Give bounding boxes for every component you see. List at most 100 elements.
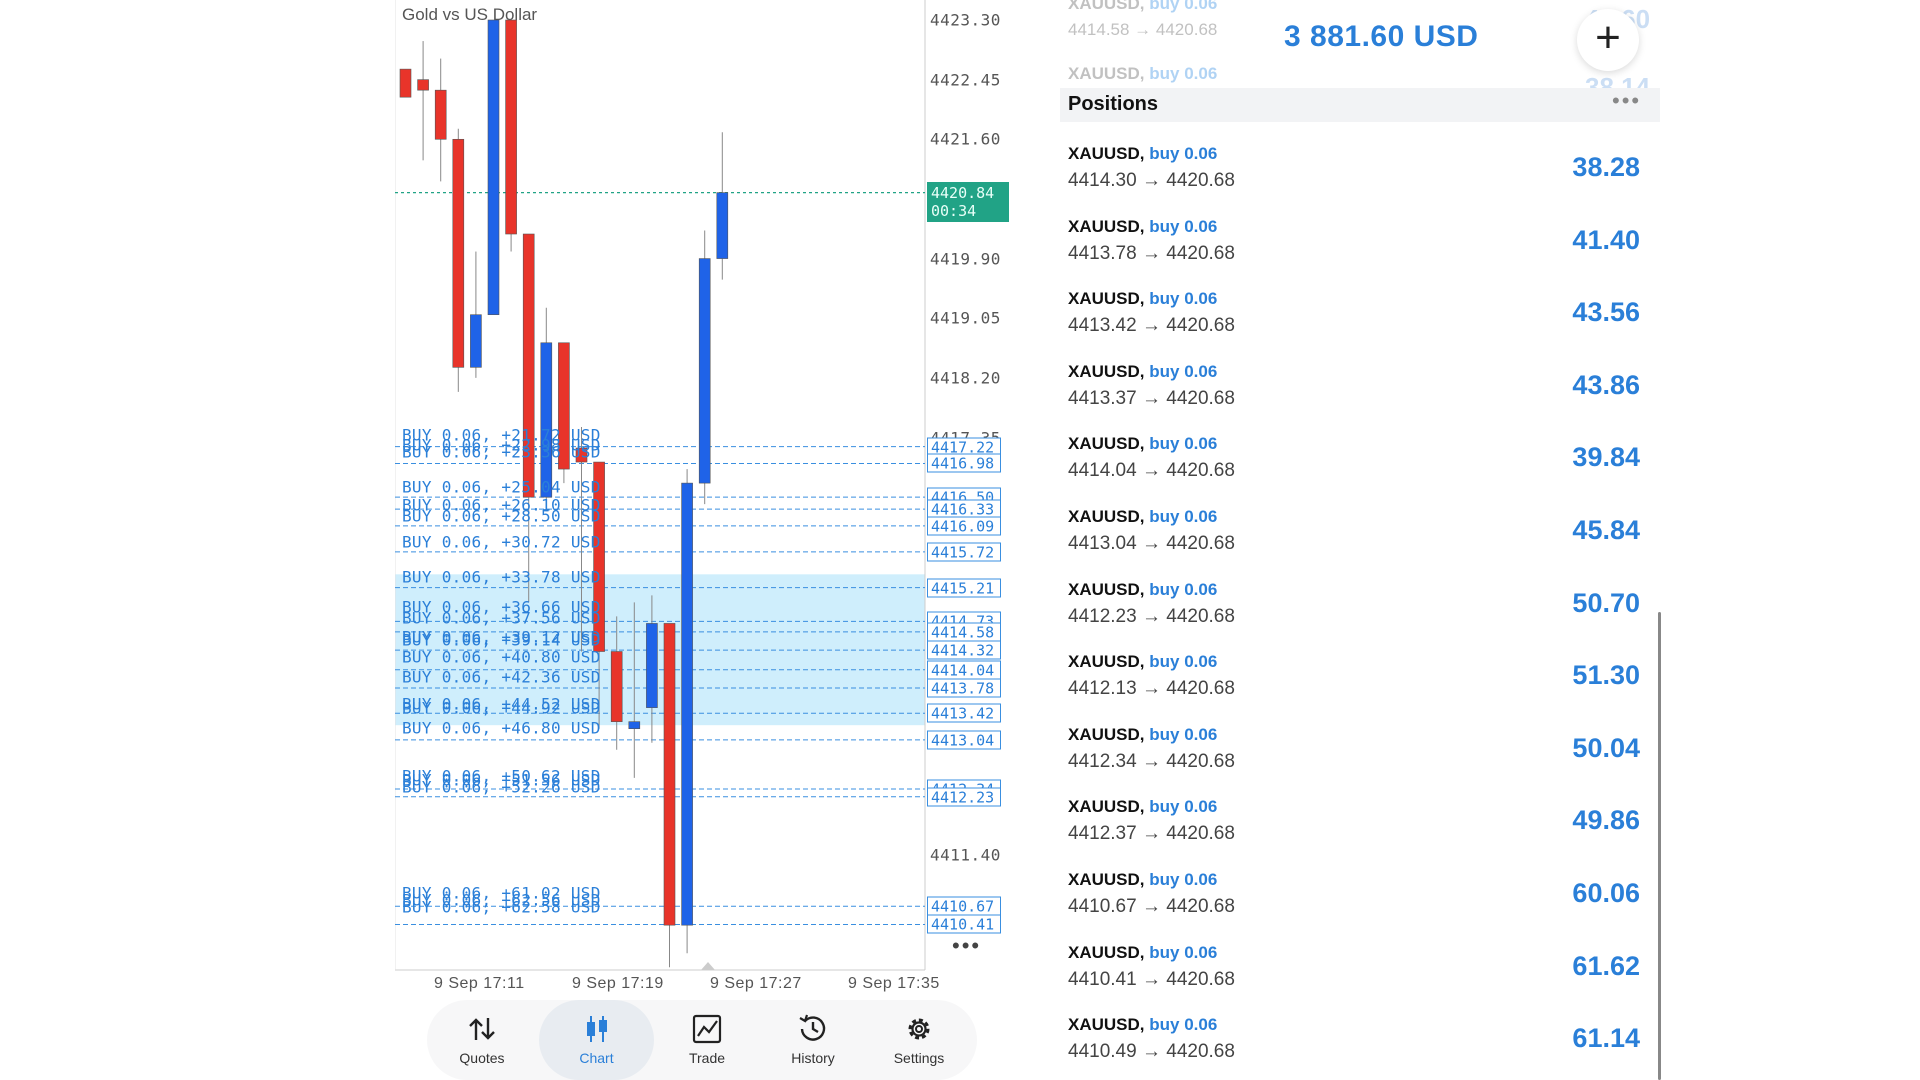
order-price-box[interactable]: 4410.41 <box>927 914 1001 934</box>
position-symbol: XAUUSD, buy 0.06 <box>1068 434 1218 454</box>
bottom-nav: Quotes Chart Trade History <box>427 1000 977 1080</box>
order-price-box[interactable]: 4413.04 <box>927 730 1001 750</box>
position-row[interactable]: XAUUSD, buy 0.06 4412.13 → 4420.68 51.30 <box>1060 646 1660 718</box>
order-line-label[interactable]: BUY 0.06, +39.12 USD <box>402 627 601 647</box>
order-price-box[interactable]: 4415.72 <box>927 542 1001 562</box>
position-prices: 4413.04 → 4420.68 <box>1068 533 1235 554</box>
position-prices: 4412.34 → 4420.68 <box>1068 750 1235 772</box>
position-profit: 38.28 <box>1572 152 1640 182</box>
time-tick-label: 9 Sep 17:27 <box>710 975 802 992</box>
chart-more-icon[interactable]: ••• <box>952 933 982 958</box>
nav-chart[interactable]: Chart <box>539 1000 654 1080</box>
position-prices: 4412.23 → 4420.68 <box>1068 605 1235 627</box>
order-line-label[interactable]: BUY 0.06, +39.14 USD <box>402 630 601 650</box>
nav-label: History <box>791 1050 835 1066</box>
position-row[interactable]: XAUUSD, buy 0.06 4410.49 → 4420.68 61.14 <box>1060 1009 1660 1080</box>
candle <box>417 79 429 91</box>
position-row[interactable]: XAUUSD, buy 0.06 4413.78 → 4420.68 41.40 <box>1060 211 1660 283</box>
order-line-label[interactable]: BUY 0.06, +36.66 USD <box>402 597 601 617</box>
position-symbol: XAUUSD, buy 0.06 <box>1068 942 1218 962</box>
order-line-label[interactable]: BUY 0.06, +42.36 USD <box>402 667 601 687</box>
order-line-label[interactable]: BUY 0.06, +50.62 USD <box>402 766 601 786</box>
add-order-button[interactable]: + <box>1577 9 1639 71</box>
nav-settings[interactable]: Settings <box>869 1000 969 1080</box>
position-symbol: XAUUSD, buy 0.06 <box>1068 579 1218 599</box>
order-line-label[interactable]: BUY 0.06, +23.36 USD <box>402 442 601 462</box>
order-price-box[interactable]: 4412.23 <box>927 787 1001 807</box>
position-row[interactable]: XAUUSD, buy 0.06 4412.34 → 4420.68 50.04 <box>1060 719 1660 791</box>
ghost-position-row: XAUUSD, buy 0.06 <box>1068 0 1218 13</box>
order-price-box[interactable]: 4413.42 <box>927 703 1001 723</box>
order-price-box[interactable]: 4414.04 <box>927 660 1001 680</box>
candle <box>452 138 465 368</box>
nav-quotes[interactable]: Quotes <box>432 1000 532 1080</box>
nav-history[interactable]: History <box>763 1000 863 1080</box>
position-profit: 43.86 <box>1572 369 1640 400</box>
position-row[interactable]: XAUUSD, buy 0.06 4413.04 → 4420.68 45.84 <box>1060 501 1660 573</box>
order-line-label[interactable]: BUY 0.06, +26.10 USD <box>402 495 601 515</box>
order-line-label[interactable]: BUY 0.06, +51.56 USD <box>402 770 601 790</box>
order-price-box[interactable]: 4414.58 <box>927 622 1001 642</box>
position-symbol: XAUUSD, buy 0.06 <box>1068 652 1218 672</box>
position-profit: 45.84 <box>1572 515 1640 545</box>
candlestick-chart[interactable] <box>395 0 1010 990</box>
order-line-label[interactable]: BUY 0.06, +22.98 USD <box>402 435 601 455</box>
position-prices: 4412.37 → 4420.68 <box>1068 823 1235 845</box>
ghost-position-row: XAUUSD, buy 0.06 <box>1068 64 1218 83</box>
order-line-label[interactable]: BUY 0.06, +30.72 USD <box>402 532 601 552</box>
order-price-box[interactable]: 4410.67 <box>927 896 1001 916</box>
price-tick-label: 4422.45 <box>930 70 1001 90</box>
order-line-label[interactable]: BUY 0.06, +37.56 USD <box>402 608 601 628</box>
scrollbar[interactable] <box>1658 612 1661 1080</box>
position-row[interactable]: XAUUSD, buy 0.06 4412.23 → 4420.68 50.70 <box>1060 574 1660 646</box>
order-price-box[interactable]: 4413.78 <box>927 678 1001 698</box>
nav-trade[interactable]: Trade <box>657 1000 757 1080</box>
order-price-box[interactable]: 4416.09 <box>927 516 1001 536</box>
account-balance: 3 881.60 USD <box>1284 20 1479 53</box>
positions-panel[interactable]: XAUUSD, buy 0.06 4414.58 → 4420.68 41.60… <box>1060 0 1670 1080</box>
order-line-label[interactable]: BUY 0.06, +62.56 USD <box>402 890 601 910</box>
order-price-box[interactable]: 4416.33 <box>927 499 1001 519</box>
position-row[interactable]: XAUUSD, buy 0.06 4410.67 → 4420.68 60.06 <box>1060 864 1660 936</box>
candle-timer: 00:34 <box>931 202 977 220</box>
order-price-box[interactable]: 4416.98 <box>927 453 1001 473</box>
candle <box>610 651 623 722</box>
position-row[interactable]: XAUUSD, buy 0.06 4410.41 → 4420.68 61.62 <box>1060 937 1660 1009</box>
position-row[interactable]: XAUUSD, buy 0.06 4412.37 → 4420.68 49.86 <box>1060 791 1660 863</box>
candle <box>593 461 605 652</box>
order-line-label[interactable]: BUY 0.06, +46.80 USD <box>402 718 601 738</box>
scroll-marker <box>701 962 715 970</box>
order-price-box[interactable]: 4415.21 <box>927 578 1001 598</box>
order-line-label[interactable]: BUY 0.06, +62.58 USD <box>402 897 601 917</box>
position-profit: 51.30 <box>1572 660 1640 691</box>
position-symbol: XAUUSD, buy 0.06 <box>1068 144 1218 163</box>
order-line-label[interactable]: BUY 0.06, +40.80 USD <box>402 647 601 667</box>
positions-title: Positions <box>1068 93 1159 115</box>
position-row[interactable]: XAUUSD, buy 0.06 4413.42 → 4420.68 43.56 <box>1060 283 1660 355</box>
position-profit: 50.04 <box>1572 732 1640 763</box>
order-line-label[interactable]: BUY 0.06, +25.04 USD <box>402 477 601 497</box>
order-line-label[interactable]: BUY 0.06, +21.72 USD <box>402 425 601 445</box>
order-line-label[interactable]: BUY 0.06, +52.26 USD <box>402 777 601 797</box>
position-row[interactable]: XAUUSD, buy 0.06 4413.37 → 4420.68 43.86 <box>1060 356 1660 428</box>
price-tick-label: 4418.20 <box>930 368 1001 388</box>
candle <box>558 342 570 470</box>
position-profit: 39.84 <box>1572 442 1640 473</box>
order-line-label[interactable]: BUY 0.06, +44.52 USD <box>402 694 601 714</box>
position-row[interactable]: XAUUSD, buy 0.06 4414.30 → 4420.68 38.28 <box>1060 138 1660 210</box>
positions-menu-icon[interactable]: ••• <box>1612 88 1642 113</box>
time-tick-label: 9 Sep 17:11 <box>434 975 525 992</box>
order-line-label[interactable]: BUY 0.06, +33.78 USD <box>402 567 601 587</box>
nav-label: Trade <box>688 1050 726 1066</box>
chart-title: Gold vs US Dollar <box>402 5 538 24</box>
position-prices: 4413.78 → 4420.68 <box>1068 242 1235 264</box>
candle <box>575 447 588 463</box>
position-prices: 4412.13 → 4420.68 <box>1068 678 1235 700</box>
order-price-box[interactable]: 4414.32 <box>927 640 1001 660</box>
position-row[interactable]: XAUUSD, buy 0.06 4414.04 → 4420.68 39.84 <box>1060 428 1660 500</box>
chart-panel[interactable]: Gold vs US Dollar 4423.30 4422.45 4421.60 4… <box>395 0 1010 1080</box>
order-line-label[interactable]: BUY 0.06, +28.50 USD <box>402 506 601 526</box>
order-line-label[interactable]: BUY 0.06, +44.92 USD <box>402 698 601 718</box>
order-line-label[interactable]: BUY 0.06, +61.02 USD <box>402 883 601 903</box>
position-prices: 4414.04 → 4420.68 <box>1068 460 1235 482</box>
